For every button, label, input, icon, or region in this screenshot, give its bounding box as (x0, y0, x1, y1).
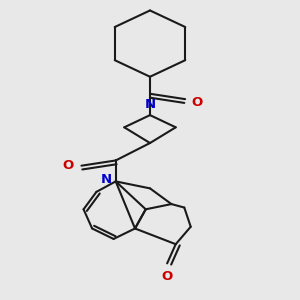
Text: O: O (192, 96, 203, 110)
Text: O: O (62, 159, 74, 172)
Text: N: N (144, 98, 156, 111)
Text: O: O (161, 270, 173, 283)
Text: N: N (100, 173, 111, 186)
